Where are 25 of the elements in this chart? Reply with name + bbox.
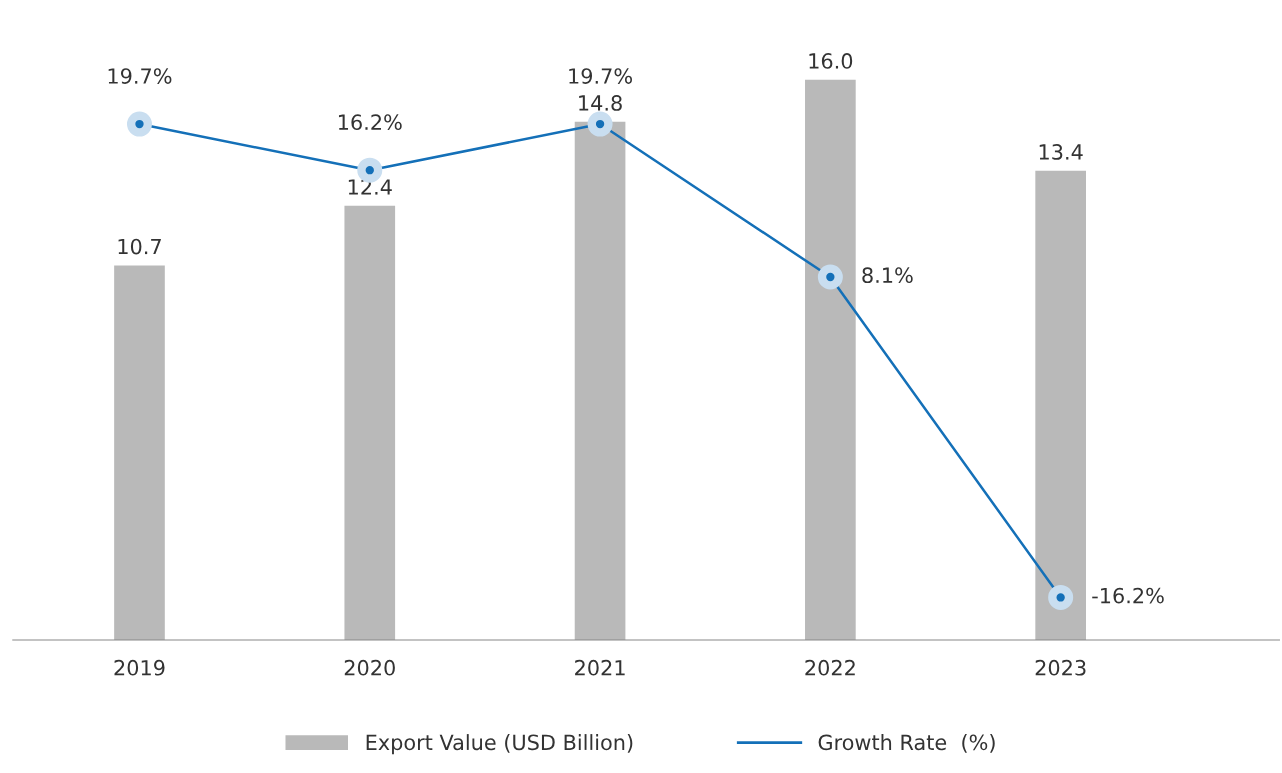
data-label: 14.8 bbox=[579, 95, 622, 111]
point bbox=[1048, 584, 1074, 610]
x-tick-label: 2019 bbox=[114, 659, 165, 676]
bar bbox=[574, 121, 626, 641]
data-label: 10.7 bbox=[118, 238, 161, 255]
data-label: 19.7% bbox=[569, 68, 633, 84]
bar bbox=[805, 79, 856, 641]
x-tick-label: 2020 bbox=[344, 659, 395, 676]
data-label: 16.2% bbox=[338, 114, 402, 131]
bar bbox=[114, 265, 165, 641]
x-tick-label: 2021 bbox=[575, 659, 625, 676]
bar bbox=[344, 205, 396, 641]
legend-label: Growth Rate (%) bbox=[818, 734, 995, 753]
x-tick-label: 2023 bbox=[1035, 659, 1086, 676]
data-label: 13.4 bbox=[1039, 144, 1083, 160]
data-label: -16.2% bbox=[1092, 587, 1164, 604]
legend-label: Export Value (USD Billion) bbox=[366, 734, 633, 755]
point bbox=[587, 111, 613, 137]
point bbox=[817, 264, 843, 290]
x-tick-label: 2022 bbox=[805, 659, 855, 676]
bar bbox=[1035, 170, 1086, 641]
point bbox=[126, 111, 152, 137]
data-label: 16.0 bbox=[809, 53, 853, 69]
data-label: 19.7% bbox=[108, 68, 172, 84]
data-label: 8.1% bbox=[862, 267, 913, 284]
